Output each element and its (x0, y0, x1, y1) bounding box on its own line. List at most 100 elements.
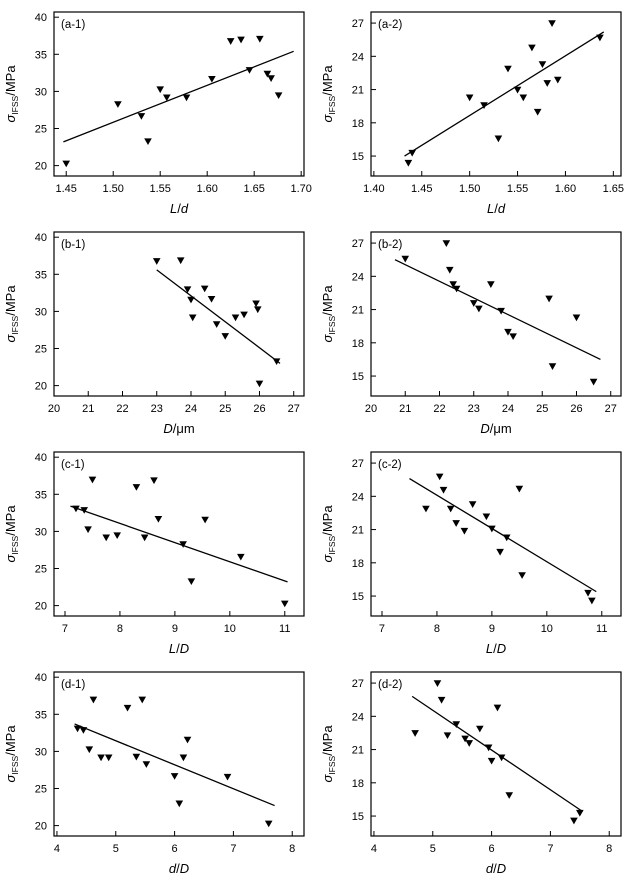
tick-marks (371, 22, 614, 176)
svg-text:15: 15 (352, 151, 364, 163)
svg-text:6: 6 (172, 843, 178, 855)
data-point-marker (442, 240, 451, 247)
trend-line (404, 31, 605, 157)
x-axis-label: L/d (487, 201, 506, 216)
svg-text:8: 8 (289, 843, 295, 855)
data-point-marker (187, 296, 195, 304)
data-points (422, 473, 596, 605)
svg-text:30: 30 (35, 306, 47, 318)
svg-text:40: 40 (35, 672, 47, 684)
data-point-marker (480, 102, 488, 109)
data-point-marker (497, 754, 506, 762)
subplot-a-1: 1.45 1.50 1.55 1.60 1.65 1.70 20 25 30 35 40 (a-1) L… (0, 0, 317, 220)
data-point-marker (267, 75, 275, 82)
trend-line (409, 478, 597, 593)
data-point-marker (140, 534, 149, 542)
data-point-marker (231, 314, 240, 322)
svg-text:1.55: 1.55 (507, 183, 528, 195)
data-point-marker (422, 505, 430, 513)
data-point-marker (138, 696, 147, 704)
trend-line (74, 723, 275, 807)
svg-text:21: 21 (352, 85, 364, 97)
scatter-plot-a-2: 1.40 1.45 1.50 1.55 1.60 1.65 15 18 21 24 27 (a-2) L… (320, 11, 624, 216)
subplot-label: (b-2) (378, 239, 402, 251)
svg-text:1.45: 1.45 (411, 183, 432, 195)
axes-box (53, 231, 305, 397)
data-point-marker (89, 696, 98, 704)
data-point-marker (445, 266, 454, 274)
svg-text:35: 35 (35, 489, 47, 501)
svg-text:27: 27 (352, 18, 364, 30)
svg-text:11: 11 (279, 623, 290, 635)
data-point-marker (175, 800, 184, 808)
svg-text:20: 20 (35, 381, 47, 393)
svg-text:15: 15 (352, 811, 364, 823)
svg-text:30: 30 (35, 86, 47, 98)
data-point-marker (497, 307, 505, 315)
tick-marks (370, 242, 612, 396)
data-point-marker (548, 20, 556, 27)
trend-line (156, 269, 281, 364)
data-point-marker (245, 67, 254, 74)
data-point-marker (584, 589, 592, 597)
data-point-marker (468, 501, 477, 508)
x-axis-label: L/D (169, 641, 189, 656)
svg-text:1.60: 1.60 (196, 183, 217, 195)
svg-text:1.45: 1.45 (56, 183, 77, 195)
tick-labels: 4 5 6 7 8 20 25 30 35 40 (35, 672, 296, 855)
data-point-marker (263, 70, 272, 78)
data-point-marker (469, 300, 478, 307)
data-point-marker (272, 358, 281, 366)
svg-text:1.70: 1.70 (290, 183, 311, 195)
data-point-marker (73, 725, 82, 733)
data-point-marker (208, 75, 216, 83)
x-axis-label: L/d (170, 201, 189, 216)
svg-text:8: 8 (606, 843, 612, 855)
data-point-marker (255, 380, 264, 388)
svg-text:23: 23 (151, 403, 163, 415)
tick-marks (54, 456, 286, 616)
svg-text:21: 21 (399, 403, 411, 415)
subplot-label: (c-2) (378, 459, 402, 471)
x-axis-label: d/D (486, 861, 506, 876)
data-point-marker (461, 735, 469, 743)
y-axis-label: σIFSS/MPa (320, 725, 337, 783)
subplot-d-2: 4 5 6 7 8 15 18 21 24 27 (d-2) d/D σIFSS/MPa (317, 660, 634, 880)
data-point-marker (465, 94, 474, 102)
data-point-marker (162, 94, 171, 102)
subplot-b-2: 20 21 22 23 24 25 26 27 15 18 21 24 27 (b-2) D/μm σIFSS… (317, 220, 634, 440)
svg-text:27: 27 (352, 458, 364, 470)
data-point-marker (446, 505, 455, 513)
scatter-plot-c-2: 7 8 9 10 11 15 18 21 24 27 (c-2) L/D σIFSS/MPa (320, 451, 622, 656)
data-point-marker (84, 526, 92, 534)
data-point-marker (188, 314, 197, 322)
subplot-a-2: 1.40 1.45 1.50 1.55 1.60 1.65 15 18 21 24 27 (a-2) L… (317, 0, 634, 220)
data-point-marker (80, 507, 89, 514)
data-point-marker (515, 485, 524, 493)
svg-text:5: 5 (113, 843, 119, 855)
subplot-label: (d-1) (61, 679, 85, 691)
data-points (401, 240, 598, 386)
svg-text:18: 18 (352, 558, 364, 570)
data-point-marker (452, 285, 461, 293)
data-point-marker (154, 515, 163, 523)
data-point-marker (102, 534, 110, 542)
x-axis-label: d/D (169, 861, 189, 876)
tick-labels: 1.40 1.45 1.50 1.55 1.60 1.65 15 18 21 24 27 (352, 18, 624, 195)
tick-labels: 4 5 6 7 8 15 18 21 24 27 (352, 678, 613, 855)
svg-text:35: 35 (35, 49, 47, 61)
trend-line (394, 259, 601, 361)
data-point-marker (502, 534, 511, 542)
scatter-plot-a-1: 1.45 1.50 1.55 1.60 1.65 1.70 20 25 30 35 40 (a-1) L… (3, 11, 312, 216)
data-point-marker (183, 736, 192, 744)
svg-text:15: 15 (352, 371, 364, 383)
data-point-marker (433, 680, 442, 687)
svg-text:10: 10 (541, 623, 553, 635)
tick-marks (371, 682, 610, 836)
data-point-marker (435, 473, 444, 481)
data-point-marker (570, 817, 578, 825)
subplot-b-1: 20 21 22 23 24 25 26 27 20 25 30 35 40 (b-1) D/μm σIFSS… (0, 220, 317, 440)
data-point-marker (496, 548, 504, 556)
svg-text:7: 7 (62, 623, 68, 635)
data-point-marker (533, 108, 542, 116)
